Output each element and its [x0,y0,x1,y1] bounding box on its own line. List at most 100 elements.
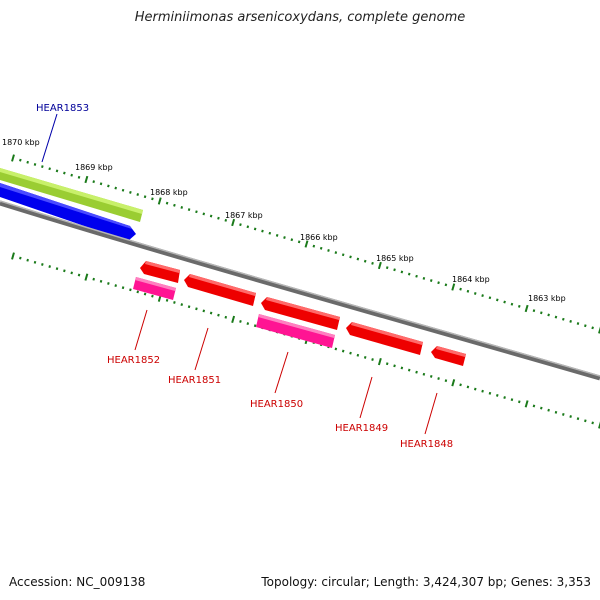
outer-tick [121,188,125,192]
outer-tick [444,283,448,287]
kbp-label-1866: 1866 kbp [300,233,338,242]
inner-tick [217,313,220,317]
outer-tick [356,257,360,261]
outer-tick [41,165,44,169]
inner-tick [99,279,103,283]
outer-tick [129,190,132,194]
inner-tick [253,324,257,328]
gene-label-hear1849[interactable]: HEAR1849 [335,423,388,434]
inner-tick [19,256,22,260]
inner-tick [503,396,506,399]
inner-tick [495,393,499,397]
gene-feature-hear1851[interactable] [184,274,256,306]
inner-tick [407,368,411,372]
outer-tick [415,274,418,278]
inner-tick [591,421,594,425]
gene-feature-hear1850[interactable] [261,297,340,330]
outer-tick [136,193,140,196]
kbp-label-1868: 1868 kbp [150,188,188,197]
gene-feature-hear1850-alt[interactable] [256,314,335,348]
inner-tick [459,383,462,387]
inner-tick [114,284,118,288]
gene-label-hear1852[interactable]: HEAR1852 [107,355,160,366]
gene-feature-hear1852[interactable] [140,261,180,283]
inner-tick [554,410,558,414]
gene-label-hear1850[interactable]: HEAR1850 [250,399,303,410]
gene-label-hear1853[interactable]: HEAR1853 [36,103,89,114]
inner-tick [473,387,477,391]
outer-tick [547,313,550,317]
inner-tick [165,298,169,302]
outer-tick [19,158,22,162]
inner-tick [451,379,456,387]
kbp-scale: 1870 kbp 1869 kbp 1868 kbp 1867 kbp 1866… [2,138,566,303]
gene-label-hear1851[interactable]: HEAR1851 [168,375,221,386]
outer-tick [591,326,594,330]
kbp-label-1870: 1870 kbp [2,138,40,147]
outer-tick [70,173,73,177]
outer-tick [576,322,580,325]
outer-tick [319,246,323,250]
outer-tick [451,283,456,291]
inner-tick [84,273,89,281]
inner-tick [576,417,580,421]
gene-feature-hear1848[interactable] [431,346,466,366]
outer-tick [437,281,440,285]
outer-tick [187,208,191,212]
outer-tick [407,272,411,276]
outer-tick [107,184,110,188]
outer-tick [165,201,169,205]
inner-tick [143,292,147,296]
outer-tick [209,214,213,218]
inner-tick [510,398,514,402]
inner-tick [107,282,110,285]
outer-tick [473,292,477,295]
gene-feature-hear1849[interactable] [346,322,423,355]
forward-genes [0,168,143,241]
inner-tick [466,385,470,389]
inner-tick [173,301,176,304]
outer-tick [239,223,242,227]
inner-tick [180,303,184,307]
outer-tick [231,218,236,227]
outer-tick [466,289,470,293]
outer-tick [334,251,338,255]
kbp-label-1864: 1864 kbp [452,275,490,284]
outer-tick [349,255,352,259]
inner-tick [422,372,426,376]
inner-tick-ring [11,252,600,429]
outer-tick [202,212,206,216]
inner-tick [187,305,191,309]
inner-tick [70,271,73,275]
outer-tick [33,163,37,166]
outer-tick [569,319,572,323]
inner-tick [444,379,448,383]
inner-tick [547,408,550,412]
outer-tick-ring [11,154,600,334]
inner-tick [562,413,565,416]
outer-tick [481,294,484,298]
gene-feature-hear1852-alt[interactable] [133,277,176,300]
kbp-label-1869: 1869 kbp [75,163,113,172]
outer-tick [327,249,330,252]
inner-tick [136,290,140,294]
inner-tick [231,315,236,324]
inner-tick [517,400,521,404]
outer-tick [377,261,382,270]
outer-tick [180,206,184,209]
gene-label-hear1848[interactable]: HEAR1848 [400,439,453,450]
outer-tick [246,225,250,229]
outer-tick [261,229,264,233]
inner-tick [415,370,418,374]
outer-tick [290,238,294,242]
inner-tick [209,311,213,315]
outer-tick [63,171,66,175]
outer-tick [532,309,536,313]
outer-tick [268,231,272,235]
inner-tick [202,309,206,313]
outer-tick [173,203,176,207]
outer-tick [77,175,81,179]
kbp-label-1867: 1867 kbp [225,211,263,220]
inner-tick [385,362,389,366]
